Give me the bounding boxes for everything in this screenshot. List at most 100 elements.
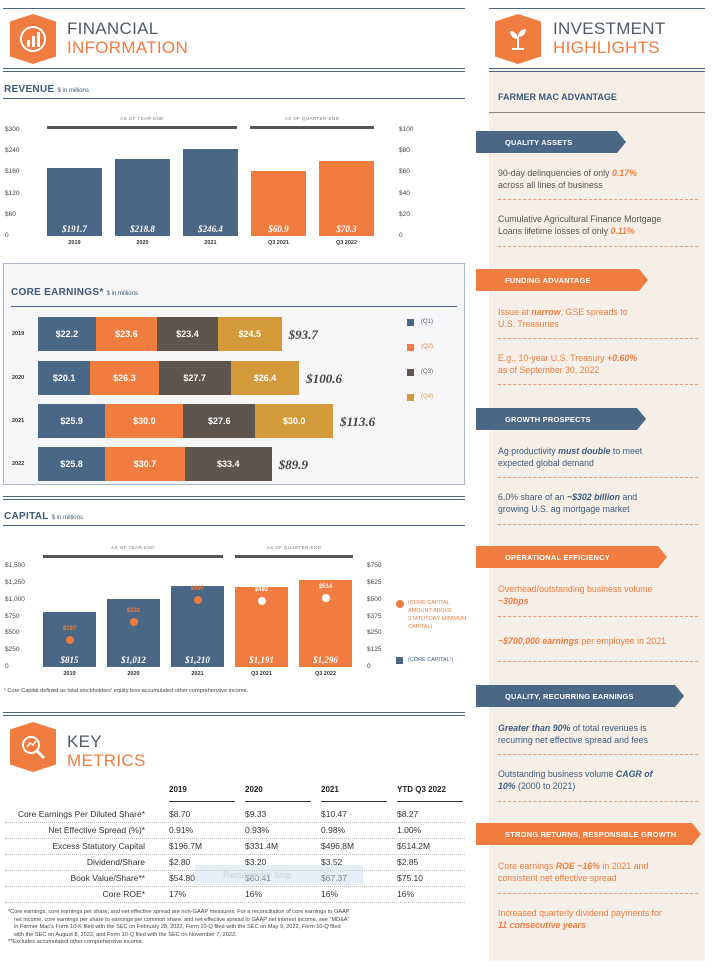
divider — [498, 246, 698, 247]
hl-lifetime-losses: Cumulative Agricultural Finance Mortgage… — [498, 214, 662, 236]
core-earnings-rule — [11, 306, 457, 307]
capital-x-label: 2020 — [127, 671, 140, 677]
hl-overhead: Overhead/outstanding business volume ~30b… — [498, 584, 653, 606]
capital-left-tick: $500 — [5, 629, 20, 637]
revenue-bar — [47, 168, 102, 236]
divider — [498, 524, 698, 525]
core-segment: $22.2 — [38, 317, 96, 351]
revenue-bracket-year-label: AS OF YEAR-END — [120, 116, 164, 121]
capital-left-tick: $1,000 — [5, 595, 25, 603]
divider — [498, 477, 698, 478]
core-total: $93.7 — [288, 327, 318, 342]
capital-dot-label: $331 — [126, 608, 141, 615]
revenue-x-label: 2020 — [136, 240, 149, 246]
advantage-rule — [489, 112, 705, 113]
km-header-rule — [169, 801, 235, 802]
revenue-left-tick: $60 — [5, 210, 16, 218]
capital-bracket-year — [43, 555, 223, 558]
hl-roe: Core earnings ROE ~16% in 2021 and consis… — [498, 861, 649, 883]
capital-bar — [299, 579, 352, 667]
capital-above-minimum-dot — [321, 593, 330, 602]
core-legend-swatch — [407, 344, 414, 351]
investment-title: INVESTMENT HIGHLIGHTS — [553, 19, 666, 57]
capital-legend-bar-label: (CORE CAPITAL¹) — [408, 657, 454, 663]
key-metrics-footnotes: *Core earnings, core earnings per share,… — [8, 909, 350, 946]
capital-above-minimum-dot — [65, 636, 74, 645]
revenue-left-tick: $180 — [5, 168, 20, 176]
capital-bar-label: $1,191 — [249, 655, 274, 665]
capital-right-tick: $125 — [367, 646, 382, 654]
core-segment: $23.4 — [157, 317, 218, 351]
capital-dot-label: $197 — [62, 626, 77, 633]
revenue-x-label: Q3 2022 — [335, 240, 358, 246]
capital-bar-label: $1,012 — [121, 655, 146, 665]
revenue-x-label: 2021 — [204, 240, 217, 246]
capital-rule — [3, 525, 465, 526]
banner-funding-advantage: FUNDING ADVANTAGE — [476, 269, 648, 291]
core-legend-label: (Q2) — [421, 344, 433, 350]
core-segment: $26.3 — [90, 361, 159, 395]
km-value: $67.37 — [321, 873, 347, 883]
snip-watermark: Rectangular Snip — [195, 865, 363, 885]
capital-x-label: Q3 2021 — [250, 671, 273, 677]
divider — [498, 661, 698, 662]
core-earnings-title: CORE EARNINGS* $ in millions — [11, 287, 138, 298]
banner-quality-recurring-earnings: QUALITY, RECURRING EARNINGS — [476, 685, 684, 707]
revenue-x-label: Q3 2021 — [267, 240, 290, 246]
hl-market-share: 6.0% share of an ~$302 billion and growin… — [498, 492, 638, 514]
core-segment: $30.0 — [255, 404, 334, 438]
capital-dot-label: $514 — [318, 583, 333, 590]
km-value: 16% — [321, 889, 339, 899]
core-year-label: 2022 — [12, 461, 25, 467]
revenue-bracket-quarter-label: AS OF QUARTER-END — [284, 116, 340, 121]
revenue-title: REVENUE $ in millions — [4, 84, 89, 95]
km-value: 16% — [397, 889, 415, 899]
km-column-header: YTD Q3 2022 — [397, 785, 446, 794]
capital-left-tick: $1,500 — [5, 562, 25, 569]
core-segment: $30.7 — [105, 447, 185, 481]
core-segment: $30.0 — [105, 404, 184, 438]
capital-right-tick: $750 — [367, 562, 382, 569]
divider — [498, 199, 698, 200]
capital-bar — [107, 598, 160, 667]
capital-footnote: ¹ Core Capital defined as total stockhol… — [4, 688, 249, 694]
capital-x-label: 2021 — [191, 671, 204, 677]
core-segment: $27.6 — [183, 404, 256, 438]
farmer-mac-advantage: FARMER MAC ADVANTAGE — [498, 92, 617, 102]
hl-issue-narrow: Issue at narrow, GSE spreads to U.S. Trea… — [498, 307, 628, 329]
km-value: $331.4M — [245, 841, 279, 851]
core-segment: $20.1 — [38, 361, 91, 395]
core-segment: $24.5 — [217, 317, 282, 351]
divider — [498, 893, 698, 894]
hl-delinquencies: 90-day delinquencies of only 0.17% across… — [498, 168, 637, 190]
km-value: 0.91% — [169, 825, 194, 835]
plant-icon — [495, 14, 541, 64]
capital-left-tick: $750 — [5, 612, 20, 620]
km-row-rule — [5, 902, 465, 903]
revenue-right-tick: $80 — [399, 147, 410, 155]
core-year-label: 2020 — [12, 375, 25, 381]
km-row-label: Dividend/Share — [86, 857, 145, 867]
divider — [498, 754, 698, 755]
highlights-rule — [489, 68, 705, 72]
capital-bar-label: $1,210 — [185, 655, 210, 665]
revenue-left-tick: 0 — [5, 232, 9, 239]
revenue-bracket-quarter — [250, 126, 374, 129]
capital-dot-label: $492 — [254, 586, 269, 593]
key-metrics-title: KEY METRICS — [67, 732, 146, 770]
revenue-right-tick: $40 — [399, 189, 410, 197]
km-value: $2.85 — [397, 857, 419, 867]
core-segment: $27.7 — [158, 361, 231, 395]
core-legend-swatch — [407, 369, 414, 376]
km-value: $196.7M — [169, 841, 203, 851]
km-row-label: Net Effective Spread (%)* — [48, 825, 145, 835]
revenue-left-tick: $300 — [5, 126, 20, 133]
km-value: $8.70 — [169, 809, 191, 819]
km-value: 0.93% — [245, 825, 270, 835]
revenue-bar-label: $70.3 — [336, 224, 357, 234]
revenue-right-tick: $60 — [399, 168, 410, 176]
core-legend-label: (Q4) — [421, 394, 433, 400]
bar-chart-icon — [10, 14, 56, 64]
hl-earnings-per-employee: ~$700,000 earnings per employee in 2021 — [498, 636, 666, 646]
capital-bar-label: $1,296 — [313, 655, 338, 665]
